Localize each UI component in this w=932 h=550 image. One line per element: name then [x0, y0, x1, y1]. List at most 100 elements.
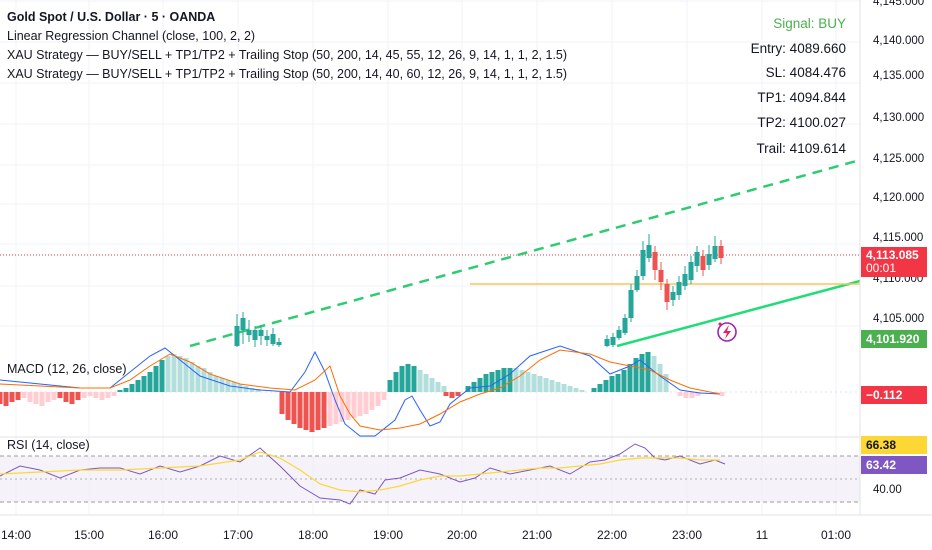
candle-body	[694, 252, 700, 266]
macd-histogram-bar	[471, 382, 477, 392]
macd-histogram-bar	[27, 392, 33, 402]
candle-body	[604, 339, 610, 346]
macd-histogram-bar	[537, 376, 543, 392]
macd-histogram-bar	[159, 360, 165, 392]
macd-histogram-bar	[171, 354, 177, 392]
candle-body	[646, 245, 652, 258]
candle-body	[276, 342, 282, 345]
macd-histogram-bar	[51, 392, 57, 400]
macd-histogram-bar	[683, 392, 689, 398]
macd-histogram-bar	[3, 392, 9, 406]
macd-histogram-bar	[677, 392, 683, 396]
candle-body	[234, 326, 240, 346]
candle-body	[700, 256, 706, 270]
macd-histogram-bar	[603, 380, 609, 392]
macd-histogram-bar	[279, 392, 285, 414]
macd-histogram-bar	[549, 380, 555, 392]
macd-histogram-bar	[117, 390, 123, 392]
macd-histogram-bar	[435, 382, 441, 392]
rsi-pane-label[interactable]: RSI (14, close)	[7, 438, 90, 452]
macd-histogram-bar	[153, 366, 159, 392]
candle-body	[676, 282, 682, 295]
macd-histogram-bar	[375, 392, 381, 406]
macd-pane-label[interactable]: MACD (12, 26, close)	[7, 362, 127, 376]
time-axis-label: 17:00	[222, 528, 254, 542]
macd-histogram-bar	[489, 372, 495, 392]
time-axis-label: 22:00	[596, 528, 628, 542]
candle-body	[688, 262, 694, 280]
tp1-text: TP1: 4094.844	[757, 90, 846, 105]
macd-histogram-bar	[75, 392, 81, 400]
macd-histogram-bar	[525, 372, 531, 392]
macd-histogram-bar	[591, 388, 597, 392]
price-axis-label: 4,145.000	[873, 0, 925, 8]
macd-histogram-bar	[381, 392, 387, 400]
macd-histogram-bar	[531, 374, 537, 392]
macd-histogram-bar	[321, 392, 327, 428]
macd-histogram-bar	[45, 392, 51, 402]
macd-histogram-bar	[183, 358, 189, 392]
price-axis-label: 4,120.000	[873, 192, 925, 204]
macd-histogram-bar	[351, 392, 357, 418]
macd-histogram-bar	[93, 392, 99, 398]
macd-histogram-bar	[345, 392, 351, 420]
channel-low-tag: 4,101.920	[861, 330, 927, 348]
macd-histogram-bar	[455, 392, 461, 396]
macd-histogram-bar	[573, 388, 579, 392]
time-axis-label: 15:00	[73, 528, 105, 542]
candle-body	[628, 290, 634, 318]
macd-histogram-bar	[399, 366, 405, 392]
candle-body	[664, 284, 670, 302]
macd-histogram-bar	[357, 392, 363, 416]
macd-histogram-bar	[663, 374, 669, 392]
macd-histogram-bar	[651, 356, 657, 392]
last-price-tag: 4,113.085 00:01	[861, 247, 927, 277]
macd-histogram-bar	[567, 386, 573, 392]
symbol-title[interactable]: Gold Spot / U.S. Dollar · 5 · OANDA	[7, 10, 216, 24]
macd-histogram-bar	[501, 368, 507, 392]
macd-histogram-bar	[449, 392, 455, 398]
macd-histogram-bar	[543, 378, 549, 392]
macd-histogram-bar	[255, 389, 261, 392]
time-axis-label: 16:00	[147, 528, 179, 542]
macd-histogram-bar	[519, 370, 525, 392]
macd-histogram-bar	[315, 392, 321, 430]
macd-histogram	[0, 352, 725, 432]
time-axis-label: 18:00	[297, 528, 329, 542]
candle-body	[616, 330, 622, 338]
macd-histogram-bar	[477, 378, 483, 392]
macd-histogram-bar	[719, 392, 725, 396]
macd-histogram-bar	[579, 390, 585, 392]
candle-body	[706, 254, 712, 265]
stop-loss-text: SL: 4084.476	[765, 65, 846, 80]
candle-body	[712, 246, 718, 259]
macd-histogram-bar	[411, 366, 417, 392]
indicator-legend-regression[interactable]: Linear Regression Channel (close, 100, 2…	[7, 29, 256, 43]
macd-histogram-bar	[633, 358, 639, 392]
macd-histogram-bar	[309, 392, 315, 432]
rsi-ma-line	[0, 451, 720, 493]
grid-lines	[0, 0, 860, 515]
lightning-circle-icon[interactable]	[717, 322, 737, 342]
indicator-legend-strategy-1[interactable]: XAU Strategy — BUY/SELL + TP1/TP2 + Trai…	[7, 48, 568, 62]
macd-histogram-bar	[129, 384, 135, 392]
macd-histogram-bar	[303, 392, 309, 430]
macd-histogram-bar	[33, 392, 39, 404]
macd-histogram-bar	[147, 372, 153, 392]
macd-histogram-bar	[393, 372, 399, 392]
macd-histogram-bar	[165, 356, 171, 392]
time-axis-label: 23:00	[671, 528, 703, 542]
macd-histogram-bar	[99, 392, 105, 400]
indicator-legend-strategy-2[interactable]: XAU Strategy — BUY/SELL + TP1/TP2 + Trai…	[7, 67, 568, 81]
macd-histogram-bar	[249, 388, 255, 392]
candle-body	[682, 274, 688, 286]
candle-body	[634, 276, 640, 290]
macd-histogram-bar	[189, 362, 195, 392]
price-axis-label: 4,130.000	[873, 112, 925, 124]
macd-signal-line	[0, 349, 721, 431]
macd-histogram-bar	[111, 392, 117, 396]
macd-histogram-bar	[291, 392, 297, 424]
macd-histogram-bar	[609, 376, 615, 392]
